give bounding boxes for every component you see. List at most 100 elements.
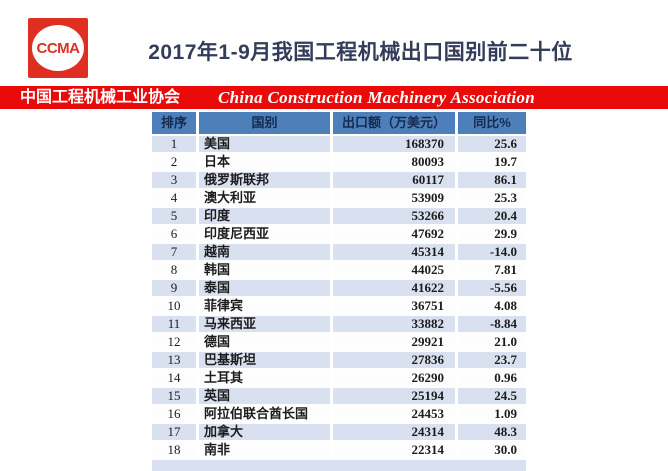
country-cell: 菲律宾 — [199, 298, 330, 314]
export-value-cell: 29921 — [333, 334, 455, 350]
export-value-cell: 41622 — [333, 280, 455, 296]
export-value-cell: 53266 — [333, 208, 455, 224]
export-table: 排序 国别 出口额（万美元） 同比% 1 美国 168370 25.6 2 日本… — [152, 112, 526, 460]
yoy-cell: 30.0 — [458, 442, 526, 458]
export-value-cell: 44025 — [333, 262, 455, 278]
rank-cell: 15 — [152, 388, 196, 404]
table-row: 14 土耳其 26290 0.96 — [152, 370, 526, 386]
country-cell: 泰国 — [199, 280, 330, 296]
table-row: 12 德国 29921 21.0 — [152, 334, 526, 350]
yoy-cell: 25.6 — [458, 136, 526, 152]
export-value-cell: 60117 — [333, 172, 455, 188]
rank-cell: 2 — [152, 154, 196, 170]
yoy-cell: 25.3 — [458, 190, 526, 206]
table-row: 3 俄罗斯联邦 60117 86.1 — [152, 172, 526, 188]
header-country: 国别 — [199, 112, 330, 134]
table-row: 8 韩国 44025 7.81 — [152, 262, 526, 278]
country-cell: 阿拉伯联合酋长国 — [199, 406, 330, 422]
rank-cell: 11 — [152, 316, 196, 332]
page-title: 2017年1-9月我国工程机械出口国别前二十位 — [148, 41, 573, 64]
table-row: 11 马来西亚 33882 -8.84 — [152, 316, 526, 332]
country-cell: 德国 — [199, 334, 330, 350]
country-cell: 英国 — [199, 388, 330, 404]
yoy-cell: 86.1 — [458, 172, 526, 188]
table-row: 5 印度 53266 20.4 — [152, 208, 526, 224]
rank-cell: 7 — [152, 244, 196, 260]
ccma-logo-text: CCMA — [36, 39, 81, 57]
association-name-en: China Construction Machinery Association — [218, 88, 535, 107]
association-name-cn: 中国工程机械工业协会 — [20, 89, 181, 106]
yoy-cell: 4.08 — [458, 298, 526, 314]
export-value-cell: 53909 — [333, 190, 455, 206]
yoy-cell: 29.9 — [458, 226, 526, 242]
yoy-cell: 7.81 — [458, 262, 526, 278]
rank-cell: 1 — [152, 136, 196, 152]
table-body: 1 美国 168370 25.6 2 日本 80093 19.7 3 俄罗斯联邦… — [152, 136, 526, 458]
country-cell: 土耳其 — [199, 370, 330, 386]
yoy-cell: -8.84 — [458, 316, 526, 332]
rank-cell: 14 — [152, 370, 196, 386]
export-value-cell: 26290 — [333, 370, 455, 386]
table-row: 15 英国 25194 24.5 — [152, 388, 526, 404]
country-cell: 加拿大 — [199, 424, 330, 440]
table-row: 1 美国 168370 25.6 — [152, 136, 526, 152]
export-value-cell: 47692 — [333, 226, 455, 242]
table-row: 10 菲律宾 36751 4.08 — [152, 298, 526, 314]
rank-cell: 3 — [152, 172, 196, 188]
association-banner: 中国工程机械工业协会 China Construction Machinery … — [0, 86, 668, 109]
yoy-cell: 19.7 — [458, 154, 526, 170]
export-value-cell: 168370 — [333, 136, 455, 152]
yoy-cell: -14.0 — [458, 244, 526, 260]
country-cell: 韩国 — [199, 262, 330, 278]
table-row: 13 巴基斯坦 27836 23.7 — [152, 352, 526, 368]
country-cell: 南非 — [199, 442, 330, 458]
rank-cell: 4 — [152, 190, 196, 206]
rank-cell: 8 — [152, 262, 196, 278]
rank-cell: 6 — [152, 226, 196, 242]
table-row: 17 加拿大 24314 48.3 — [152, 424, 526, 440]
country-cell: 印度 — [199, 208, 330, 224]
table-row-partial — [152, 460, 526, 471]
yoy-cell: 20.4 — [458, 208, 526, 224]
export-value-cell: 36751 — [333, 298, 455, 314]
yoy-cell: 24.5 — [458, 388, 526, 404]
ccma-logo: CCMA — [28, 18, 88, 78]
country-cell: 美国 — [199, 136, 330, 152]
export-value-cell: 25194 — [333, 388, 455, 404]
yoy-cell: 1.09 — [458, 406, 526, 422]
table-row: 4 澳大利亚 53909 25.3 — [152, 190, 526, 206]
yoy-cell: -5.56 — [458, 280, 526, 296]
table-row: 7 越南 45314 -14.0 — [152, 244, 526, 260]
country-cell: 巴基斯坦 — [199, 352, 330, 368]
export-value-cell: 33882 — [333, 316, 455, 332]
export-value-cell: 24314 — [333, 424, 455, 440]
yoy-cell: 48.3 — [458, 424, 526, 440]
rank-cell: 12 — [152, 334, 196, 350]
country-cell: 越南 — [199, 244, 330, 260]
export-value-cell: 22314 — [333, 442, 455, 458]
export-value-cell: 27836 — [333, 352, 455, 368]
rank-cell: 18 — [152, 442, 196, 458]
table-row: 6 印度尼西亚 47692 29.9 — [152, 226, 526, 242]
ccma-logo-ellipse: CCMA — [32, 25, 84, 71]
table-row: 18 南非 22314 30.0 — [152, 442, 526, 458]
table-row: 9 泰国 41622 -5.56 — [152, 280, 526, 296]
rank-cell: 9 — [152, 280, 196, 296]
header-rank: 排序 — [152, 112, 196, 134]
rank-cell: 16 — [152, 406, 196, 422]
rank-cell: 5 — [152, 208, 196, 224]
rank-cell: 13 — [152, 352, 196, 368]
table-row: 2 日本 80093 19.7 — [152, 154, 526, 170]
rank-cell: 17 — [152, 424, 196, 440]
yoy-cell: 21.0 — [458, 334, 526, 350]
country-cell: 澳大利亚 — [199, 190, 330, 206]
rank-cell: 10 — [152, 298, 196, 314]
country-cell: 俄罗斯联邦 — [199, 172, 330, 188]
yoy-cell: 23.7 — [458, 352, 526, 368]
country-cell: 印度尼西亚 — [199, 226, 330, 242]
yoy-cell: 0.96 — [458, 370, 526, 386]
header-export-value: 出口额（万美元） — [333, 112, 455, 134]
table-header-row: 排序 国别 出口额（万美元） 同比% — [152, 112, 526, 134]
country-cell: 日本 — [199, 154, 330, 170]
